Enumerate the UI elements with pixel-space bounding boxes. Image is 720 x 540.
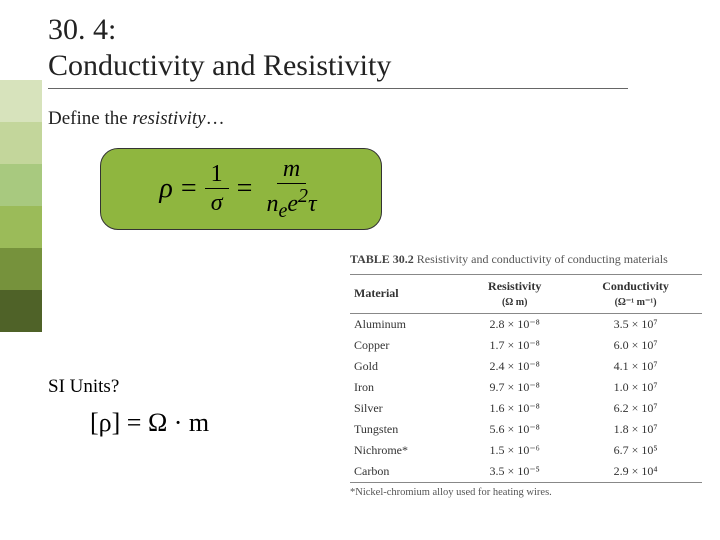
table-footnote: *Nickel-chromium alloy used for heating … [350, 487, 702, 498]
formula-frac2: m nee2τ [260, 157, 322, 221]
col-material-label: Material [354, 286, 399, 300]
table-caption-label: TABLE 30.2 [350, 252, 414, 266]
resistivity-table-block: TABLE 30.2 Resistivity and conductivity … [350, 252, 702, 498]
col-resistivity: Resistivity (Ω m) [460, 274, 569, 313]
sidebar-square [0, 290, 42, 332]
frac2-num: m [277, 157, 306, 184]
resistivity-table: Material Resistivity (Ω m) Conductivity … [350, 274, 702, 483]
col-material: Material [350, 274, 460, 313]
cell-resistivity: 2.8 × 10⁻⁸ [460, 313, 569, 335]
col-resistivity-unit: (Ω m) [502, 297, 528, 308]
cell-material: Gold [350, 356, 460, 377]
table-row: Gold2.4 × 10⁻⁸4.1 × 10⁷ [350, 356, 702, 377]
frac1-num: 1 [205, 162, 229, 189]
cell-resistivity: 9.7 × 10⁻⁸ [460, 377, 569, 398]
title-line2: Conductivity and Resistivity [48, 49, 391, 82]
cell-conductivity: 6.2 × 10⁷ [569, 398, 702, 419]
cell-resistivity: 2.4 × 10⁻⁸ [460, 356, 569, 377]
si-units-label: SI Units? [48, 376, 119, 398]
sidebar-decoration [0, 0, 42, 540]
resistivity-formula: ρ = 1 σ = m nee2τ [159, 157, 322, 221]
title-underline [48, 88, 628, 89]
col-conductivity-label: Conductivity [602, 279, 669, 293]
title-line1: 30. 4: [48, 13, 116, 46]
cell-resistivity: 3.5 × 10⁻⁵ [460, 461, 569, 483]
resistivity-formula-box: ρ = 1 σ = m nee2τ [100, 148, 382, 230]
sidebar-square [0, 122, 42, 164]
frac2-den: nee2τ [260, 184, 322, 221]
table-row: Aluminum2.8 × 10⁻⁸3.5 × 10⁷ [350, 313, 702, 335]
cell-conductivity: 2.9 × 10⁴ [569, 461, 702, 483]
cell-material: Aluminum [350, 313, 460, 335]
table-caption: TABLE 30.2 Resistivity and conductivity … [350, 252, 702, 268]
formula-lhs: ρ [159, 173, 172, 205]
cell-resistivity: 1.6 × 10⁻⁸ [460, 398, 569, 419]
cell-resistivity: 1.5 × 10⁻⁶ [460, 440, 569, 461]
table-row: Silver1.6 × 10⁻⁸6.2 × 10⁷ [350, 398, 702, 419]
define-text: Define the resistivity… [48, 108, 225, 130]
formula-eq2: = [237, 173, 253, 205]
si-units-formula: [ρ] = Ω · m [90, 408, 209, 438]
sidebar-square [0, 248, 42, 290]
table-row: Iron9.7 × 10⁻⁸1.0 × 10⁷ [350, 377, 702, 398]
cell-material: Carbon [350, 461, 460, 483]
frac1-den: σ [205, 189, 229, 215]
cell-conductivity: 3.5 × 10⁷ [569, 313, 702, 335]
col-conductivity: Conductivity (Ω⁻¹ m⁻¹) [569, 274, 702, 313]
cell-conductivity: 4.1 × 10⁷ [569, 356, 702, 377]
define-prefix: Define the [48, 108, 132, 129]
cell-conductivity: 1.8 × 10⁷ [569, 419, 702, 440]
cell-material: Copper [350, 335, 460, 356]
sidebar-square [0, 206, 42, 248]
table-row: Carbon3.5 × 10⁻⁵2.9 × 10⁴ [350, 461, 702, 483]
sidebar-square [0, 164, 42, 206]
col-resistivity-label: Resistivity [488, 279, 541, 293]
cell-material: Iron [350, 377, 460, 398]
define-term: resistivity [132, 108, 205, 129]
slide-title: 30. 4: Conductivity and Resistivity [48, 12, 608, 89]
col-conductivity-unit: (Ω⁻¹ m⁻¹) [615, 297, 657, 308]
sidebar-square [0, 80, 42, 122]
cell-resistivity: 5.6 × 10⁻⁸ [460, 419, 569, 440]
formula-eq: = [181, 173, 197, 205]
formula-frac1: 1 σ [205, 162, 229, 215]
cell-material: Silver [350, 398, 460, 419]
table-row: Tungsten5.6 × 10⁻⁸1.8 × 10⁷ [350, 419, 702, 440]
table-caption-text: Resistivity and conductivity of conducti… [417, 252, 668, 266]
table-row: Nichrome*1.5 × 10⁻⁶6.7 × 10⁵ [350, 440, 702, 461]
cell-conductivity: 6.7 × 10⁵ [569, 440, 702, 461]
cell-conductivity: 6.0 × 10⁷ [569, 335, 702, 356]
cell-conductivity: 1.0 × 10⁷ [569, 377, 702, 398]
cell-resistivity: 1.7 × 10⁻⁸ [460, 335, 569, 356]
define-suffix: … [206, 108, 225, 129]
table-row: Copper1.7 × 10⁻⁸6.0 × 10⁷ [350, 335, 702, 356]
cell-material: Tungsten [350, 419, 460, 440]
cell-material: Nichrome* [350, 440, 460, 461]
